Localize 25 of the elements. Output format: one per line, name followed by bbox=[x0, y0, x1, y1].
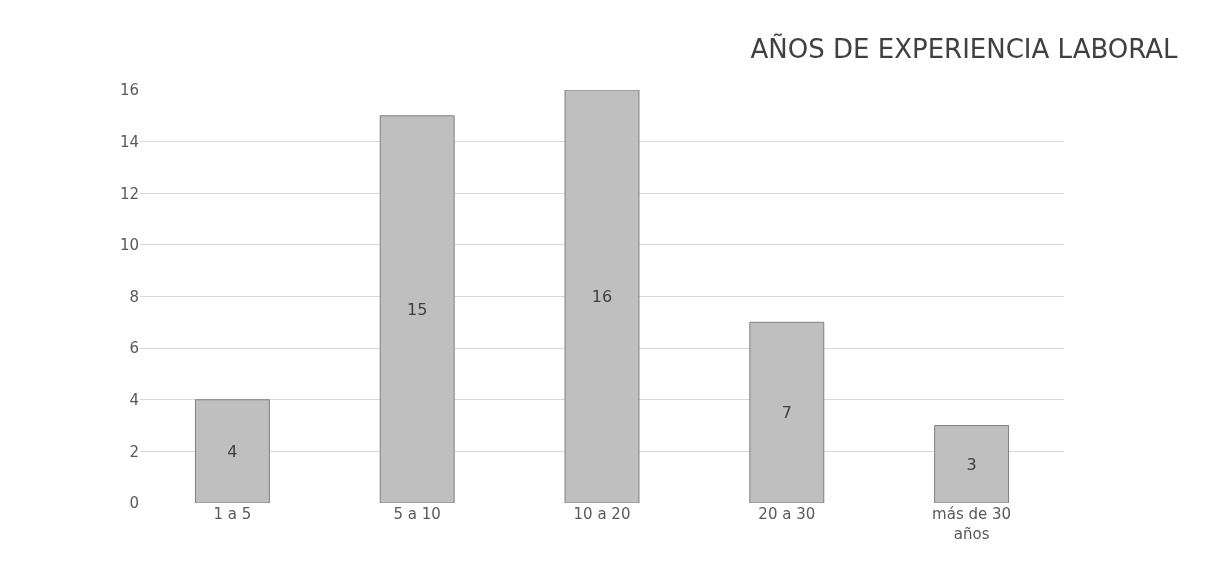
y-tick-label: 6 bbox=[129, 339, 139, 358]
bar bbox=[194, 399, 270, 503]
data-label: 3 bbox=[966, 454, 977, 474]
x-tick-label: 10 a 20 bbox=[573, 505, 631, 523]
y-tick-label: 14 bbox=[119, 132, 139, 151]
x-tick-label: 1 a 5 bbox=[213, 505, 252, 523]
bar bbox=[564, 90, 640, 503]
y-tick-label: 10 bbox=[119, 236, 139, 255]
data-label: 16 bbox=[591, 287, 613, 306]
y-tick-label: 4 bbox=[129, 391, 139, 409]
data-label: 4 bbox=[227, 441, 238, 461]
y-tick-label: 2 bbox=[129, 442, 139, 461]
chart-title: AÑOS DE EXPERIENCIA LABORAL bbox=[750, 33, 1179, 65]
y-tick-label: 0 bbox=[129, 494, 139, 513]
x-tick-label: 5 a 10 bbox=[393, 505, 441, 523]
bar bbox=[749, 321, 825, 503]
data-label: 7 bbox=[781, 403, 792, 423]
x-tick-label: 20 a 30 bbox=[758, 505, 816, 523]
data-label: 15 bbox=[407, 299, 428, 319]
bar bbox=[934, 425, 1010, 503]
bar bbox=[379, 115, 455, 503]
y-tick-label: 16 bbox=[119, 81, 139, 100]
y-tick-label: 12 bbox=[119, 184, 139, 203]
y-tick-label: 8 bbox=[129, 287, 139, 306]
x-tick-label: más de 30 años bbox=[932, 505, 1012, 543]
